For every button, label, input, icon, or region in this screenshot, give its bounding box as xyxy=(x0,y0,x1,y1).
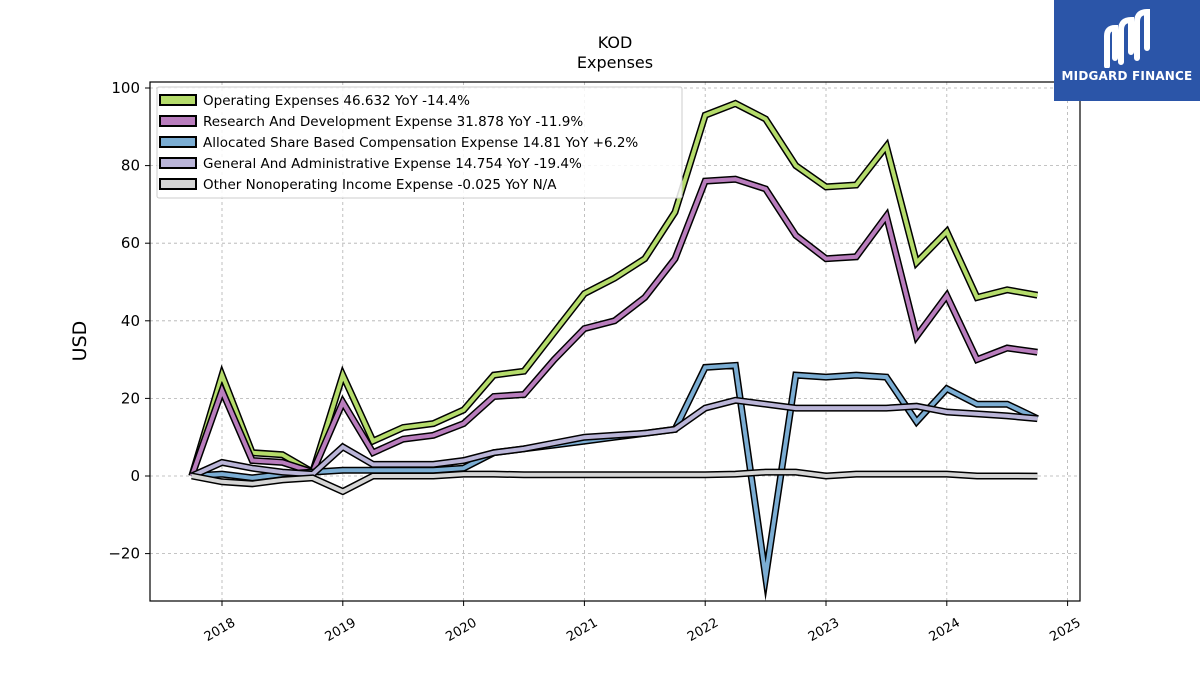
y-tick-label: 80 xyxy=(121,157,140,175)
y-tick-label: 0 xyxy=(130,467,140,485)
y-tick-label: 100 xyxy=(111,79,140,97)
legend-label: General And Administrative Expense 14.75… xyxy=(203,156,582,172)
series-line xyxy=(191,470,1038,494)
series-lines xyxy=(188,99,1039,602)
legend-label: Allocated Share Based Compensation Expen… xyxy=(203,135,638,151)
x-tick-label: 2020 xyxy=(443,615,479,645)
x-tick-label: 2023 xyxy=(806,615,842,645)
x-tick-label: 2025 xyxy=(1047,615,1083,645)
legend-label: Operating Expenses 46.632 YoY -14.4% xyxy=(203,93,470,109)
series-line xyxy=(189,101,1038,477)
legend-swatch xyxy=(159,115,197,127)
logo-text: MIDGARD FINANCE xyxy=(1061,69,1193,83)
series-line-outline xyxy=(188,175,1038,478)
legend-swatch xyxy=(159,94,197,106)
legend-label: Research And Development Expense 31.878 … xyxy=(203,114,583,130)
logo-mark-icon xyxy=(1104,8,1150,68)
plot-frame xyxy=(149,81,1081,602)
brand-logo: MIDGARD FINANCE xyxy=(1054,0,1200,101)
y-tick-label: 40 xyxy=(121,312,140,330)
y-tick-label: −20 xyxy=(108,545,140,563)
y-axis-label: USD xyxy=(69,321,91,362)
chart-title: KOD xyxy=(598,33,633,52)
legend: Operating Expenses 46.632 YoY -14.4% Rese… xyxy=(156,86,683,199)
x-tick-label: 2018 xyxy=(202,615,238,645)
chart-subtitle: Expenses xyxy=(577,53,653,72)
legend-swatch xyxy=(159,157,197,169)
x-tick-label: 2021 xyxy=(564,615,600,645)
x-tick-label: 2022 xyxy=(685,615,721,645)
y-tick-label: 60 xyxy=(121,234,140,252)
legend-swatch xyxy=(159,178,197,190)
series-line xyxy=(189,177,1038,477)
x-tick-label: 2024 xyxy=(927,615,963,645)
legend-swatch xyxy=(159,136,197,148)
y-tick-label: 20 xyxy=(121,389,140,407)
series-line xyxy=(190,398,1038,478)
legend-label: Other Nonoperating Income Expense -0.025… xyxy=(203,177,557,193)
x-tick-label: 2019 xyxy=(323,615,359,645)
legend-box xyxy=(156,86,683,199)
